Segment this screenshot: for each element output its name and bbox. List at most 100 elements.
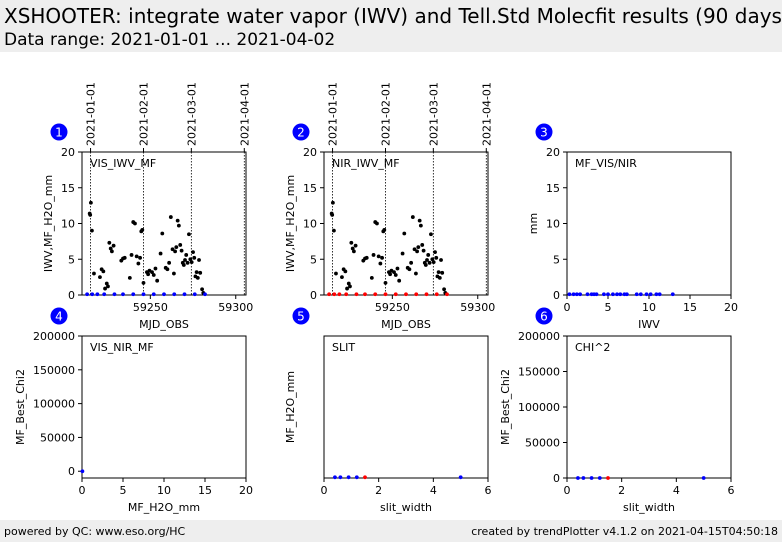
axes-frame	[566, 151, 732, 296]
data-point	[378, 261, 383, 266]
panel-2: 2021-01-01 2021-02-01 2021-03-01 2021-04-01…	[284, 82, 495, 331]
x-tick-label: 0	[564, 301, 571, 314]
y-tick-label: 100000	[518, 401, 560, 414]
data-point	[158, 251, 163, 256]
data-point	[597, 476, 602, 480]
y-tick-label: 50000	[40, 431, 75, 444]
data-point	[354, 292, 359, 297]
header-bar: XSHOOTER: integrate water vapor (IWV) an…	[0, 0, 782, 52]
x-axis-label: MJD_OBS	[381, 318, 431, 331]
data-point	[594, 292, 599, 297]
y-tick-label: 10	[546, 218, 560, 231]
data-point	[351, 249, 356, 254]
data-point	[426, 253, 431, 257]
x-tick-label: 2	[618, 484, 625, 497]
data-point	[172, 271, 176, 276]
y-axis-label: IWV,MF_H2O_mm	[42, 175, 55, 272]
data-point	[109, 249, 114, 254]
data-point	[644, 292, 649, 297]
data-point	[380, 255, 384, 260]
panel-1: 2021-01-01 2021-02-01 2021-03-01 2021-04-01…	[42, 82, 253, 331]
data-point	[167, 260, 172, 265]
x-tick-label: 6	[728, 484, 735, 497]
data-point	[195, 275, 200, 280]
data-point	[102, 292, 107, 297]
data-point	[375, 221, 379, 226]
y-tick-label: 10	[303, 218, 317, 231]
data-point	[330, 213, 335, 217]
data-point	[127, 275, 132, 280]
data-point	[431, 260, 436, 265]
panel-label: VIS_NIR_MF	[90, 341, 154, 354]
panel-badge-number: 6	[540, 310, 548, 324]
data-point	[371, 253, 376, 257]
panel-label: NIR_IWV_MF	[332, 157, 400, 170]
data-point	[184, 253, 189, 257]
data-point	[121, 292, 125, 297]
x-tick-label: 10	[642, 301, 656, 314]
data-point	[382, 228, 387, 232]
x-tick-label: 20	[239, 484, 253, 497]
data-point	[85, 292, 90, 297]
data-point	[189, 260, 194, 265]
x-tick-label: 4	[673, 484, 680, 497]
data-point	[185, 260, 190, 265]
data-point	[151, 292, 156, 297]
data-point	[131, 292, 136, 297]
date-range-subtitle: Data range: 2021-01-01 ... 2021-04-02	[4, 30, 336, 50]
panel-badge	[50, 123, 68, 141]
panel-badge-number: 5	[297, 310, 305, 324]
data-point	[101, 269, 106, 274]
panel-4: 0 5 10 15 20 0 50000 100000 150000 200000 MF_H2O_m…	[14, 307, 253, 514]
x-axis-label: IWV	[638, 318, 660, 331]
panel-badge-number: 3	[540, 126, 548, 140]
date-label: 2021-01-01	[327, 82, 340, 146]
data-point	[376, 254, 381, 259]
data-point	[402, 231, 407, 236]
data-point	[348, 284, 352, 289]
y-tick-label: 0	[68, 289, 75, 302]
y-tick-label: 150000	[33, 364, 75, 377]
data-point	[332, 292, 337, 297]
data-point	[194, 270, 199, 275]
y-tick-label: 15	[303, 182, 317, 195]
data-point	[436, 270, 441, 275]
data-point	[657, 292, 662, 297]
panel-badge-number: 1	[55, 126, 63, 140]
x-tick-label: 15	[198, 484, 212, 497]
y-tick-label: 50000	[525, 437, 560, 450]
data-point	[88, 200, 93, 205]
data-point	[424, 292, 429, 297]
data-point	[670, 292, 675, 297]
data-point	[338, 475, 343, 480]
data-point	[427, 260, 432, 265]
data-point	[162, 292, 166, 297]
x-tick-label: 5	[605, 301, 612, 314]
panel-badge	[535, 307, 553, 325]
data-point	[181, 263, 186, 267]
data-point	[618, 292, 623, 297]
y-tick-label: 5	[310, 253, 317, 266]
x-axis-label: slit_width	[623, 501, 675, 514]
data-point	[393, 292, 398, 297]
data-point	[567, 292, 572, 297]
y-tick-label: 0	[310, 289, 317, 302]
data-point	[188, 257, 193, 262]
panel-badge-number: 2	[297, 126, 305, 140]
data-point	[421, 248, 426, 253]
data-point	[585, 292, 590, 297]
data-point	[654, 292, 659, 297]
x-tick-label: 2	[375, 484, 382, 497]
y-axis-label: mm	[527, 213, 540, 234]
data-point	[383, 292, 388, 297]
y-tick-label: 0	[553, 472, 560, 485]
data-point	[412, 247, 417, 252]
panel-badge	[292, 123, 310, 141]
data-point	[578, 292, 583, 297]
x-axis-label: MJD_OBS	[139, 318, 189, 331]
data-point	[343, 269, 348, 274]
data-point	[395, 266, 400, 271]
date-label: 2021-03-01	[185, 82, 198, 146]
y-tick-label: 0	[553, 289, 560, 302]
y-tick-label: 20	[61, 146, 75, 159]
